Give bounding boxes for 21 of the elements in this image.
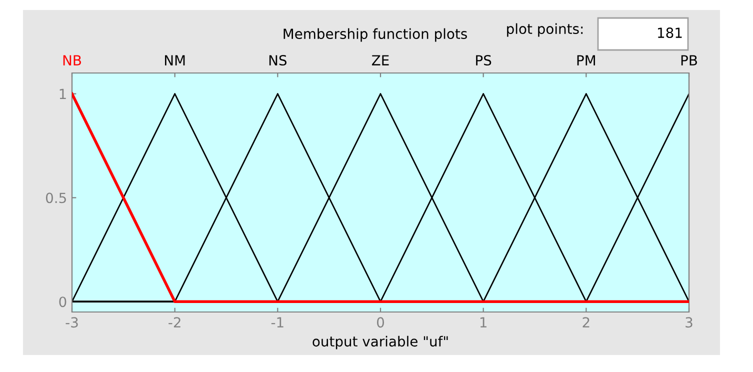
text: NM <box>165 55 185 66</box>
x-tick-label: -1 <box>271 317 284 328</box>
text: 181 <box>658 28 682 38</box>
x-axis-title: output variable "uf" <box>312 336 448 350</box>
x-tick-label: -3 <box>66 317 78 328</box>
text: plot points: <box>507 23 583 37</box>
text: PB <box>681 55 697 66</box>
text: ZE <box>372 55 389 66</box>
y-tick-label: 0.5 <box>46 192 66 204</box>
x-tick-label: -2 <box>168 317 180 328</box>
x-tick-label: 0 <box>376 317 384 328</box>
y-tick-label: 1 <box>60 88 66 100</box>
text: PS <box>476 55 492 66</box>
chart-title: Membership function plots <box>284 28 467 42</box>
x-tick-label: 3 <box>686 317 692 328</box>
text: PM <box>577 55 595 66</box>
x-tick-label: 2 <box>582 317 590 328</box>
y-tick-label: 0 <box>59 296 66 308</box>
x-tick-label: 1 <box>480 317 486 328</box>
text: NB <box>63 55 81 66</box>
text: NS <box>269 55 286 66</box>
